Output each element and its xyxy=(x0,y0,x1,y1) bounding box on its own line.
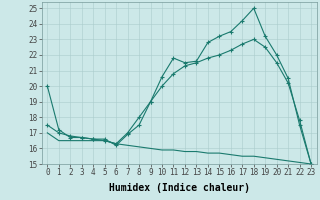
X-axis label: Humidex (Indice chaleur): Humidex (Indice chaleur) xyxy=(109,183,250,193)
